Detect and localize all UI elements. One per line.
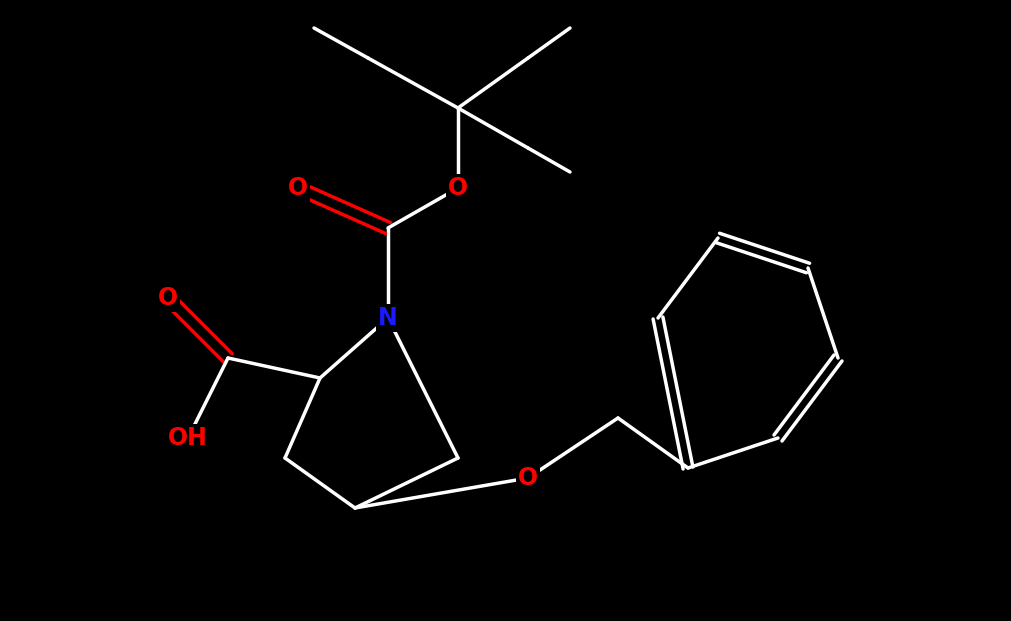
Text: O: O — [448, 176, 468, 200]
Text: N: N — [378, 306, 397, 330]
Text: O: O — [518, 466, 538, 490]
Text: OH: OH — [168, 426, 207, 450]
Text: O: O — [288, 176, 307, 200]
Text: O: O — [158, 286, 178, 310]
